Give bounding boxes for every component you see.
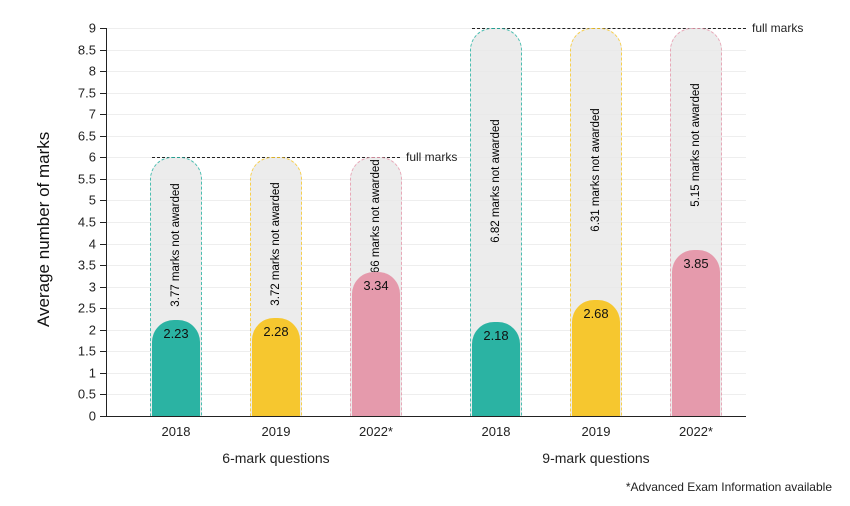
gridline (106, 222, 746, 223)
group-label: 9-mark questions (542, 450, 649, 466)
y-tick-label: 1 (0, 365, 96, 380)
y-tick-label: 8 (0, 64, 96, 79)
bar: 2.23 (152, 320, 200, 416)
y-tick-label: 0.5 (0, 387, 96, 402)
not-awarded-label: 3.77 marks not awarded (170, 183, 182, 306)
full-marks-label: full marks (752, 21, 803, 35)
gridline (106, 179, 746, 180)
bar-value-label: 2.23 (152, 326, 200, 341)
y-tick-label: 8.5 (0, 42, 96, 57)
bar: 3.34 (352, 272, 400, 416)
gridline (106, 265, 746, 266)
gridline (106, 200, 746, 201)
y-tick-label: 7 (0, 107, 96, 122)
footnote: *Advanced Exam Information available (626, 480, 832, 494)
gridline (106, 71, 746, 72)
x-tick-label: 2018 (162, 424, 191, 439)
gridline (106, 244, 746, 245)
gridline (106, 308, 746, 309)
marks-chart: 00.511.522.533.544.555.566.577.588.59Ave… (0, 0, 850, 506)
x-axis-line (106, 416, 746, 417)
y-tick-label: 7.5 (0, 85, 96, 100)
x-tick-label: 2022* (679, 424, 713, 439)
gridline (106, 50, 746, 51)
gridline (106, 136, 746, 137)
x-tick-label: 2019 (262, 424, 291, 439)
bar-value-label: 2.28 (252, 324, 300, 339)
gridline (106, 287, 746, 288)
gridline (106, 330, 746, 331)
y-axis-line (106, 28, 107, 416)
bar: 2.28 (252, 318, 300, 416)
not-awarded-label: 5.15 marks not awarded (690, 83, 702, 206)
bar: 3.85 (672, 250, 720, 416)
gridline (106, 114, 746, 115)
full-marks-label: full marks (406, 150, 457, 164)
x-tick-label: 2022* (359, 424, 393, 439)
bar-value-label: 3.34 (352, 278, 400, 293)
gridline (106, 93, 746, 94)
not-awarded-label: 6.31 marks not awarded (590, 109, 602, 232)
bar-value-label: 3.85 (672, 256, 720, 271)
y-axis-title: Average number of marks (34, 131, 54, 326)
bar-value-label: 2.68 (572, 306, 620, 321)
x-tick-label: 2018 (482, 424, 511, 439)
gridline (106, 351, 746, 352)
y-tick-label: 0 (0, 409, 96, 424)
y-tick-label: 9 (0, 21, 96, 36)
bar: 2.68 (572, 300, 620, 416)
not-awarded-label: 3.72 marks not awarded (270, 182, 282, 305)
not-awarded-label: 6.82 marks not awarded (490, 119, 502, 242)
bar-value-label: 2.18 (472, 328, 520, 343)
x-tick-label: 2019 (582, 424, 611, 439)
gridline (106, 373, 746, 374)
y-tick-label: 1.5 (0, 344, 96, 359)
bar: 2.18 (472, 322, 520, 416)
not-awarded-label: 2.66 marks not awarded (370, 159, 382, 282)
gridline (106, 394, 746, 395)
group-label: 6-mark questions (222, 450, 329, 466)
